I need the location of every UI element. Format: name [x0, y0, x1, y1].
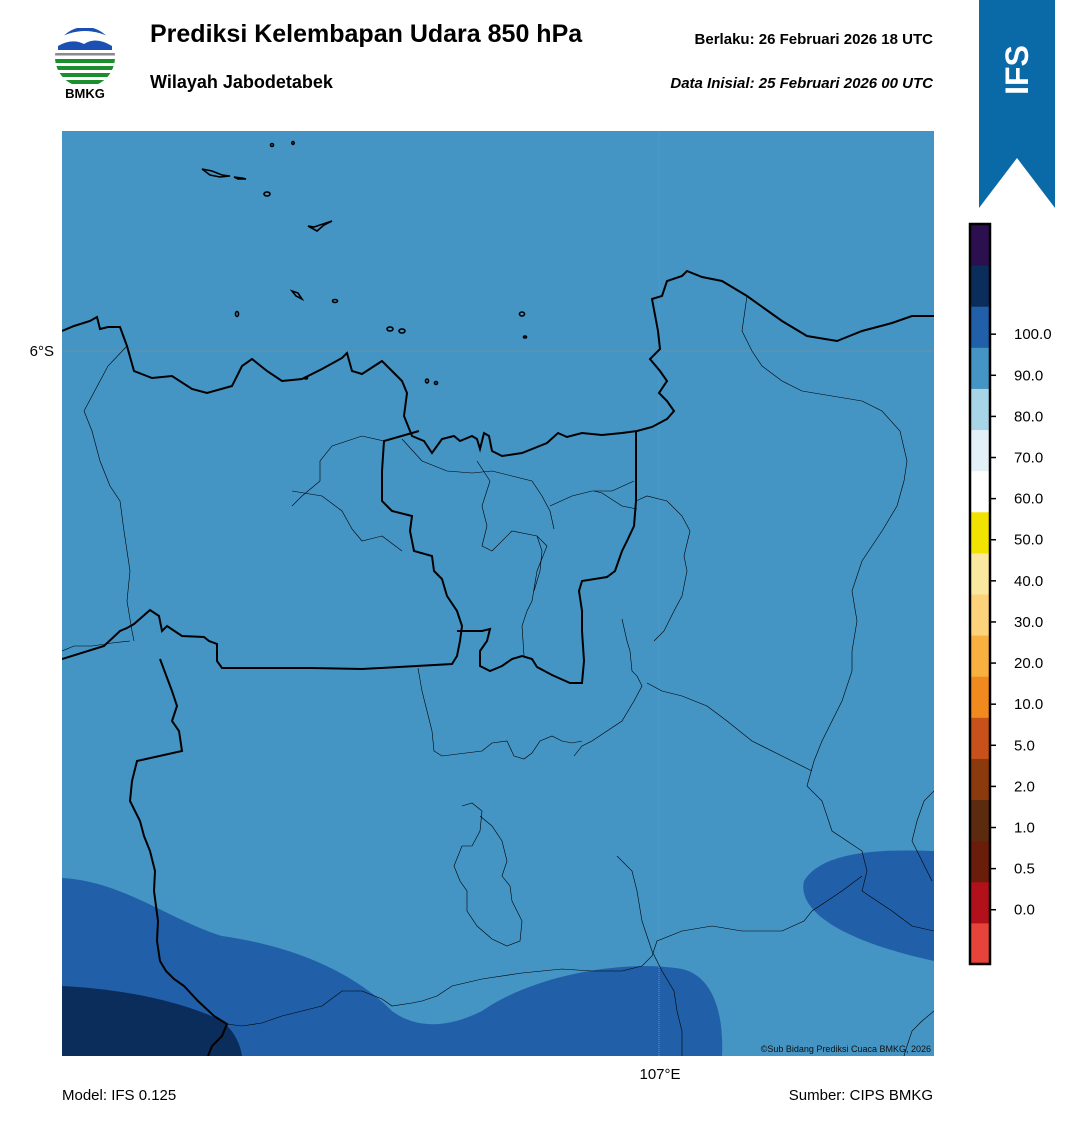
map-title: Prediksi Kelembapan Udara 850 hPa: [150, 20, 583, 48]
coastline: [62, 269, 934, 458]
ifs-label: IFS: [999, 45, 1035, 95]
colorbar-swatch: [970, 265, 990, 307]
colorbar-swatch: [970, 799, 990, 842]
colorbar-swatch: [970, 347, 990, 389]
jakarta-east-boundary: [457, 431, 637, 684]
humidity-fill-80-90-east: [803, 850, 934, 961]
ifs-ribbon-badge: [979, 0, 1055, 208]
colorbar-tick-label: 90.0: [1014, 367, 1043, 384]
valid-time: Berlaku: 26 Februari 2026 18 UTC: [694, 31, 933, 48]
colorbar-swatch: [970, 594, 990, 636]
model-info: Model: IFS 0.125: [62, 1087, 177, 1104]
colorbar-tick-label: 0.0: [1014, 902, 1035, 919]
colorbar-swatch: [970, 470, 990, 513]
colorbar-swatch: [970, 635, 990, 677]
humidity-fill-70-80: [62, 131, 934, 1056]
copyright-credit: ©Sub Bidang Prediksi Cuaca BMKG, 2026: [760, 1044, 931, 1054]
latitude-label: 6°S: [29, 343, 54, 360]
colorbar-tick-label: 50.0: [1014, 532, 1043, 549]
colorbar-swatch: [970, 552, 990, 595]
colorbar-tick-label: 40.0: [1014, 573, 1043, 590]
colorbar-swatch: [970, 676, 990, 718]
bmkg-logo-icon: [55, 27, 115, 84]
humidity-fill-90-100: [62, 986, 242, 1056]
colorbar-swatch: [970, 758, 990, 801]
humidity-colorbar: 0.0 0.5 1.0 2.0 5.0 10.0 20.0 30.0 40.0 50.0 60.0 7…: [968, 222, 1052, 966]
colorbar-tick-label: 0.5: [1014, 861, 1035, 878]
colorbar-tick-label: 60.0: [1014, 491, 1043, 508]
svg-text:IFS: IFS: [999, 45, 1035, 95]
colorbar-swatch: [970, 840, 990, 883]
colorbar-swatch: [970, 224, 990, 266]
colorbar-swatch: [970, 306, 990, 348]
colorbar-ticks: 0.0 0.5 1.0 2.0 5.0 10.0 20.0 30.0 40.0 50.0 60.0 7…: [990, 326, 1052, 919]
init-time: Data Inisial: 25 Februari 2026 00 UTC: [670, 75, 933, 92]
colorbar-swatch: [970, 388, 990, 431]
colorbar-swatch: [970, 511, 990, 554]
regency-boundaries: [62, 295, 934, 1056]
colorbar-swatch: [970, 881, 990, 924]
colorbar-tick-label: 30.0: [1014, 614, 1043, 631]
jakarta-west-boundary: [62, 430, 464, 671]
colorbar-tick-label: 5.0: [1014, 737, 1035, 754]
longitude-label: 107°E: [639, 1066, 681, 1083]
colorbar-swatch: [970, 717, 990, 759]
colorbar-tick-label: 1.0: [1014, 820, 1035, 837]
source-info: Sumber: CIPS BMKG: [788, 1087, 933, 1104]
colorbar-tick-label: 10.0: [1014, 696, 1043, 713]
humidity-fill-80-90-south: [62, 878, 723, 1056]
colorbar-swatch: [970, 429, 990, 472]
thousand-islands: [201, 140, 528, 386]
colorbar-frame: [968, 222, 992, 966]
region-subtitle: Wilayah Jabodetabek: [150, 72, 333, 92]
colorbar-tick-label: 20.0: [1014, 655, 1043, 672]
colorbar-tick-label: 70.0: [1014, 450, 1043, 467]
colorbar-swatch: [970, 922, 990, 965]
humidity-map: [62, 131, 934, 1056]
colorbar-swatches: [970, 224, 990, 965]
banten-boundary: [128, 658, 229, 1056]
colorbar-tick-label: 100.0: [1014, 326, 1052, 343]
colorbar-tick-label: 2.0: [1014, 778, 1035, 795]
colorbar-tick-label: 80.0: [1014, 408, 1043, 425]
logo-label: BMKG: [65, 86, 105, 101]
